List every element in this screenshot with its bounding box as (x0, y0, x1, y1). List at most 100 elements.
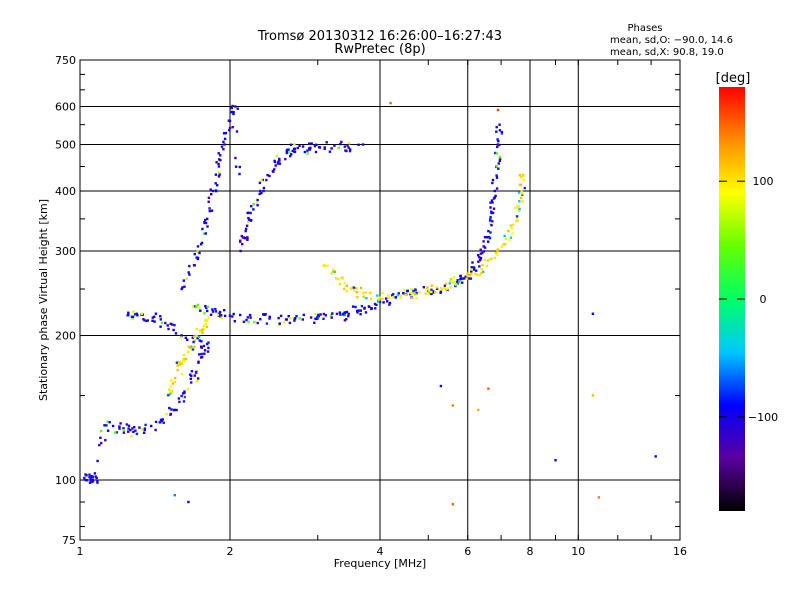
data-point (293, 150, 297, 153)
data-point (182, 357, 185, 361)
data-point (497, 139, 500, 143)
data-point (356, 296, 359, 299)
data-point (127, 430, 130, 433)
data-point (218, 314, 222, 317)
data-point (477, 260, 480, 263)
data-point (162, 421, 165, 424)
data-point (364, 291, 367, 294)
data-point (214, 182, 217, 185)
data-point (84, 473, 87, 476)
data-point (356, 309, 359, 313)
data-point (230, 106, 233, 110)
data-point (496, 138, 499, 141)
data-point (324, 314, 327, 317)
data-point (454, 283, 458, 287)
data-point (472, 268, 476, 271)
data-point (443, 286, 446, 290)
data-point (201, 328, 204, 332)
data-point (205, 306, 208, 310)
data-point (164, 321, 167, 325)
data-point (483, 246, 487, 249)
data-point (184, 336, 187, 339)
data-point (404, 293, 407, 296)
data-point (119, 422, 122, 425)
data-point (402, 288, 406, 292)
data-point (478, 273, 481, 277)
data-point (368, 291, 372, 294)
data-point (333, 270, 336, 274)
data-point (496, 249, 499, 253)
data-point (219, 154, 222, 157)
data-point (495, 176, 499, 179)
data-point (414, 293, 417, 296)
data-point (247, 320, 250, 323)
data-point (461, 281, 464, 284)
data-point (343, 281, 346, 285)
data-point (196, 245, 200, 248)
data-point (202, 232, 206, 235)
data-point (160, 321, 164, 325)
data-point (177, 397, 181, 400)
data-point (234, 165, 238, 168)
data-point (339, 313, 342, 316)
data-point (500, 245, 503, 249)
data-point (345, 289, 348, 293)
data-point (83, 476, 86, 480)
data-point (144, 423, 147, 427)
data-point (224, 131, 228, 135)
data-point (170, 408, 173, 411)
data-point (223, 314, 227, 318)
data-point (196, 380, 199, 383)
data-point (193, 252, 196, 256)
data-point (182, 279, 185, 282)
data-point (231, 104, 234, 108)
data-point (490, 199, 494, 202)
data-point (478, 256, 481, 259)
data-point (180, 287, 183, 291)
data-point (522, 178, 525, 182)
data-point (470, 266, 473, 269)
noise-point (477, 408, 480, 412)
data-point (234, 156, 237, 160)
data-point (249, 316, 252, 319)
data-point (247, 211, 250, 214)
data-point (134, 429, 137, 432)
data-point (414, 289, 417, 292)
data-point (409, 291, 412, 295)
data-point (518, 207, 521, 211)
data-point (322, 312, 326, 316)
data-point (495, 165, 498, 168)
data-point (111, 424, 115, 428)
data-point (344, 149, 347, 152)
data-point (517, 191, 521, 194)
data-point (497, 162, 500, 165)
data-point (483, 259, 487, 262)
data-point (427, 289, 431, 292)
data-point (465, 277, 468, 280)
data-point (479, 259, 482, 262)
data-point (322, 317, 325, 320)
data-point (328, 150, 332, 153)
data-point (259, 318, 262, 321)
y-tick-label: 75 (62, 534, 76, 547)
data-point (262, 186, 266, 190)
data-point (274, 164, 277, 167)
data-point (203, 312, 206, 315)
colorbar-tick-label: 100 (753, 175, 774, 188)
data-point (131, 315, 135, 318)
data-point (511, 223, 515, 227)
data-point (169, 322, 172, 325)
colorbar-tick-label: −100 (748, 411, 778, 424)
data-point (178, 400, 181, 404)
data-point (242, 320, 246, 323)
data-point (518, 200, 521, 203)
data-point (445, 287, 449, 290)
data-point (208, 207, 211, 210)
data-point (495, 253, 499, 256)
data-point (449, 279, 453, 283)
data-point (239, 239, 242, 242)
x-tick-label: 6 (464, 545, 471, 558)
data-point (115, 431, 118, 434)
data-point (168, 388, 171, 391)
data-point (489, 222, 492, 226)
